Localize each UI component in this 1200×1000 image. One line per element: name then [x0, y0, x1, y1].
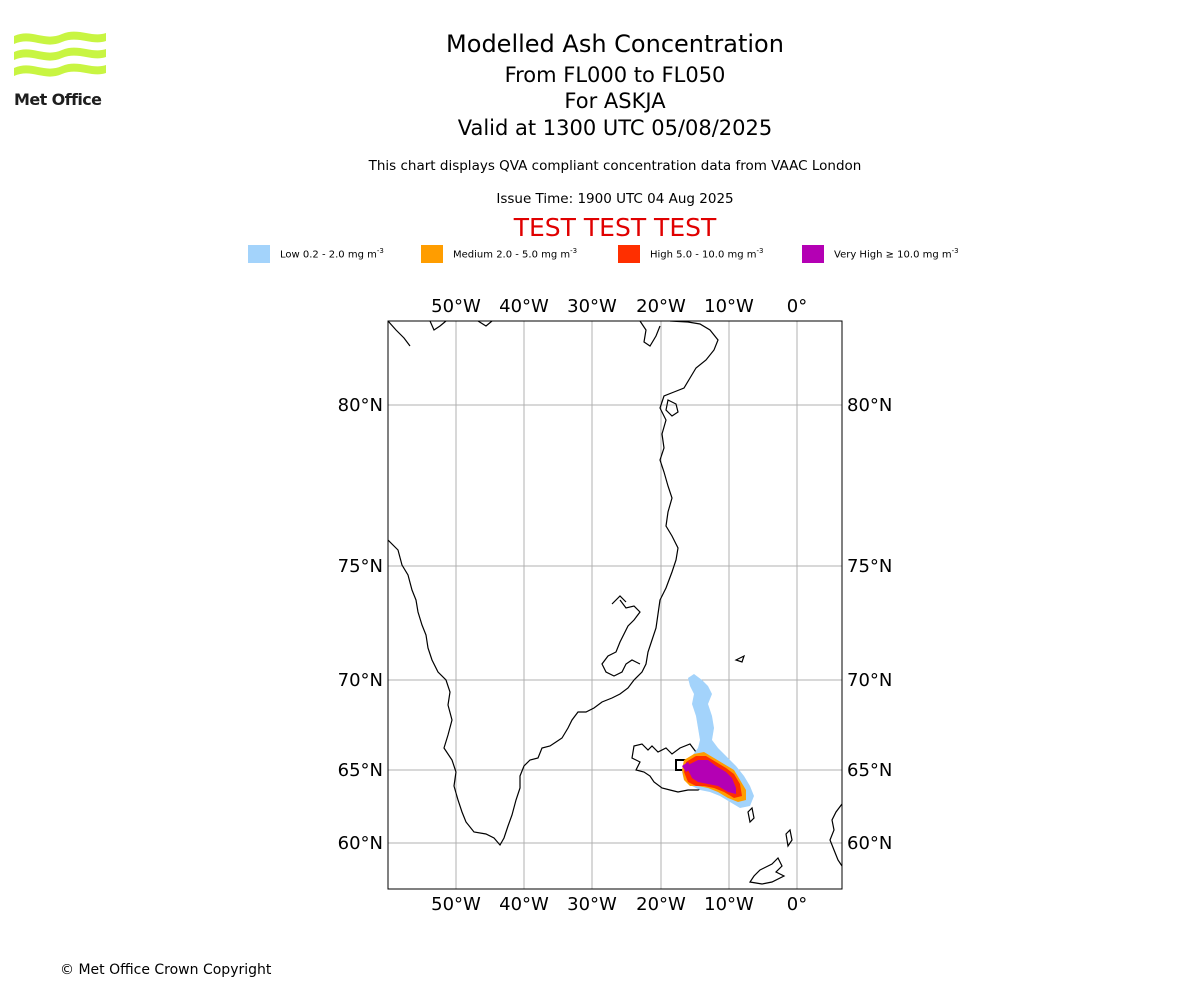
logo-wordmark: Met Office [14, 90, 102, 109]
lon-tick-bottom: 10°W [704, 894, 754, 915]
legend-swatch-very-high [802, 244, 824, 263]
lon-tick-bottom: 0° [787, 894, 807, 915]
lon-tick-top: 30°W [567, 296, 617, 317]
legend-unit-exponent-high: -3 [756, 246, 764, 255]
map-frame [387, 320, 843, 890]
lat-tick-left: 60°N [338, 833, 383, 854]
flight-level-range: From FL000 to FL050 [504, 63, 726, 87]
ash-very-high-concentration [688, 760, 736, 794]
met-office-logo: Met Office [14, 30, 108, 112]
legend-item-high: High 5.0 - 10.0 mg m-3 [618, 244, 763, 263]
longitude-labels-bottom: 50°W 40°W 30°W 20°W 10°W 0° [431, 894, 807, 915]
lat-tick-right: 60°N [847, 833, 892, 854]
legend-range-high: 5.0 - 10.0 mg m [676, 249, 757, 261]
compliance-note: This chart displays QVA compliant concen… [368, 158, 862, 174]
lon-tick-top: 0° [787, 296, 807, 317]
legend-range-medium: 2.0 - 5.0 mg m [496, 249, 571, 261]
lon-tick-top: 20°W [636, 296, 686, 317]
coastlines [388, 321, 842, 885]
lon-tick-top: 10°W [704, 296, 754, 317]
legend-label-low: Low [280, 249, 300, 261]
volcano-name: For ASKJA [564, 89, 666, 113]
legend-item-very-high: Very High ≥ 10.0 mg m-3 [802, 244, 959, 263]
legend-unit-exponent-medium: -3 [570, 246, 578, 255]
ash-vent-marker [682, 762, 692, 772]
legend-unit-exponent-very-high: -3 [951, 246, 959, 255]
legend-label-medium: Medium [453, 249, 493, 261]
lat-tick-left: 70°N [338, 670, 383, 691]
chart-title: Modelled Ash Concentration [446, 30, 784, 58]
test-banner: TEST TEST TEST [513, 213, 717, 242]
legend-range-very-high: ≥ 10.0 mg m [885, 249, 952, 261]
latitude-labels-left: 80°N 75°N 70°N 65°N 60°N [338, 395, 383, 854]
met-office-wave-icon [14, 31, 106, 77]
legend-unit-exponent-low: -3 [376, 246, 384, 255]
lat-tick-left: 80°N [338, 395, 383, 416]
legend-swatch-medium [421, 244, 443, 263]
legend-label-very-high: Very High [834, 249, 883, 261]
lat-tick-right: 75°N [847, 556, 892, 577]
copyright-notice: © Met Office Crown Copyright [60, 962, 272, 978]
lon-tick-bottom: 40°W [499, 894, 549, 915]
lon-tick-bottom: 30°W [567, 894, 617, 915]
legend-swatch-high [618, 244, 640, 263]
lat-tick-right: 80°N [847, 395, 892, 416]
lon-tick-top: 50°W [431, 296, 481, 317]
lon-tick-bottom: 50°W [431, 894, 481, 915]
map-gridlines [388, 321, 842, 889]
lon-tick-top: 40°W [499, 296, 549, 317]
lat-tick-left: 75°N [338, 556, 383, 577]
legend-item-low: Low 0.2 - 2.0 mg m-3 [248, 244, 384, 263]
lat-tick-right: 70°N [847, 670, 892, 691]
lat-tick-left: 65°N [338, 760, 383, 781]
lat-tick-right: 65°N [847, 760, 892, 781]
legend-swatch-low [248, 244, 270, 263]
longitude-labels-top: 50°W 40°W 30°W 20°W 10°W 0° [431, 296, 807, 317]
valid-time: Valid at 1300 UTC 05/08/2025 [457, 116, 773, 140]
legend-label-high: High [650, 249, 673, 261]
legend-range-low: 0.2 - 2.0 mg m [302, 249, 377, 261]
lon-tick-bottom: 20°W [636, 894, 686, 915]
latitude-labels-right: 80°N 75°N 70°N 65°N 60°N [847, 395, 892, 854]
ash-plume [682, 674, 754, 808]
legend-item-medium: Medium 2.0 - 5.0 mg m-3 [421, 244, 577, 263]
issue-time: Issue Time: 1900 UTC 04 Aug 2025 [496, 191, 734, 207]
